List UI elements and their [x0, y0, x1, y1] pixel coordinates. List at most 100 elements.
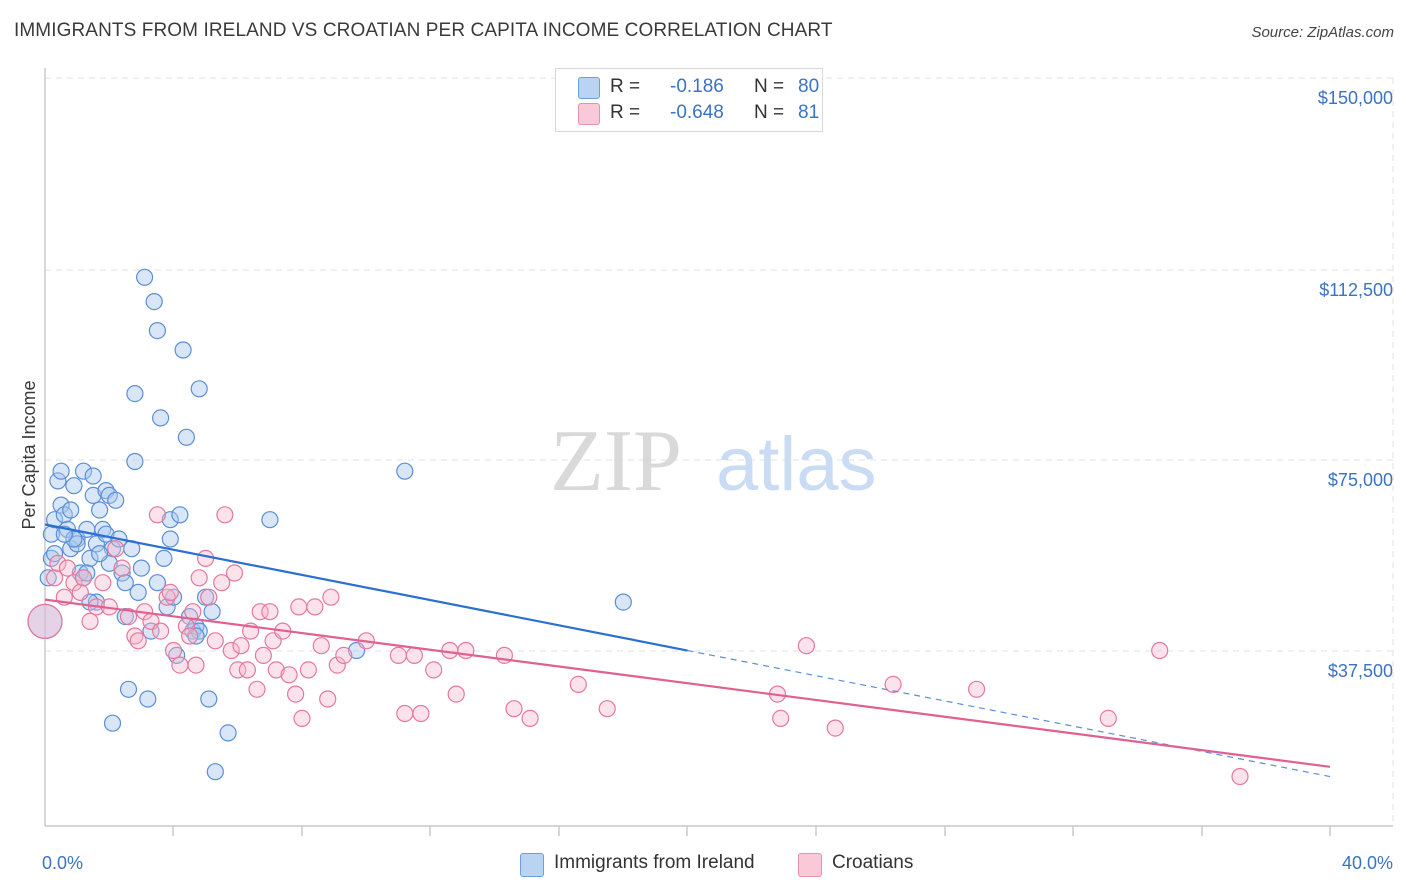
croatians-point: [425, 661, 443, 679]
ireland-point: [136, 268, 154, 286]
ireland-point: [90, 501, 109, 519]
croatians-point: [505, 700, 523, 718]
croatians-point: [251, 603, 269, 621]
ireland-point: [62, 501, 80, 519]
legend-swatch-ireland: [578, 77, 600, 99]
croatians-point: [280, 666, 298, 684]
y-tick-label: $150,000: [1318, 88, 1393, 108]
ireland-point: [148, 574, 166, 592]
croatians-point: [405, 646, 423, 665]
croatians-point: [569, 675, 587, 694]
croatians-point: [287, 685, 305, 703]
croatians-point: [27, 603, 63, 640]
croatians-point: [74, 569, 93, 587]
ireland-point: [103, 714, 122, 732]
ireland-point: [174, 341, 192, 359]
ireland-point: [126, 385, 144, 403]
legend: R = -0.186 N = 80 R = -0.648 N = 81: [555, 68, 823, 132]
croatians-point: [197, 549, 215, 568]
ireland-point: [65, 477, 83, 495]
ireland-point: [107, 491, 125, 509]
croatians-point: [319, 690, 337, 708]
croatians-point: [1231, 767, 1249, 786]
croatians-point: [58, 559, 77, 577]
croatians-point: [1099, 709, 1117, 728]
croatians-point: [222, 641, 240, 660]
series-croatians-points: [27, 506, 1249, 786]
legend-n-value: 80: [798, 76, 820, 97]
croatians-point: [65, 574, 83, 592]
ireland-point: [52, 496, 70, 514]
croatians-point: [229, 661, 247, 679]
ireland-point: [94, 520, 112, 539]
ireland-point: [161, 530, 179, 548]
series-ireland-points: [27, 268, 632, 781]
croatians-point: [113, 559, 131, 577]
ireland-point: [155, 549, 173, 568]
croatians-point: [81, 612, 99, 631]
ireland-point: [152, 409, 170, 427]
ireland-point: [81, 549, 99, 568]
croatians-point: [119, 607, 138, 626]
ireland-point: [49, 472, 67, 490]
y-tick-label: $37,500: [1328, 661, 1393, 681]
ireland-point: [39, 569, 57, 587]
croatians-point: [216, 506, 234, 524]
ireland-point: [177, 428, 195, 446]
croatians-point: [1151, 641, 1169, 660]
croatians-point: [158, 588, 176, 606]
ireland-point: [45, 511, 64, 529]
croatians-point: [129, 632, 147, 650]
ireland-point: [161, 511, 179, 529]
croatians-point: [254, 646, 272, 665]
croatians-point: [126, 627, 144, 645]
y-tick-label: $112,500: [1319, 280, 1393, 300]
croatians-point: [225, 564, 244, 582]
croatians-point: [306, 598, 324, 616]
croatians-point: [71, 583, 89, 602]
ireland-point: [126, 452, 144, 471]
source-label: Source: ZipAtlas.com: [1251, 24, 1394, 41]
ireland-point: [145, 293, 163, 311]
croatians-point: [94, 574, 112, 592]
croatians-point: [826, 719, 844, 737]
ireland-point: [52, 462, 70, 480]
y-tick-label: $75,000: [1328, 470, 1393, 490]
croatians-point: [396, 704, 414, 723]
croatians-point: [171, 656, 189, 674]
croatians-point: [389, 646, 407, 665]
croatians-point: [335, 646, 353, 665]
legend-n-value: 81: [798, 102, 820, 123]
ireland-point: [200, 690, 218, 708]
ireland-point: [164, 588, 183, 606]
ireland-point: [132, 559, 150, 577]
croatians-point: [598, 700, 616, 718]
ireland-point: [396, 462, 414, 480]
croatians-point: [232, 637, 250, 655]
ireland-point: [74, 462, 93, 480]
bottom-legend-label-croatians: Croatians: [832, 852, 914, 873]
ireland-point: [142, 622, 160, 640]
x-tick-labels: 0.0% 40.0%: [42, 853, 1393, 873]
croatians-point: [884, 675, 902, 694]
croatians-point: [107, 540, 125, 558]
ireland-point: [119, 680, 138, 698]
croatians-point: [328, 656, 346, 674]
legend-swatch-croatians: [578, 103, 600, 125]
legend-n-label: N =: [754, 76, 785, 97]
croatians-point: [213, 574, 231, 592]
ireland-point: [614, 593, 632, 611]
ireland-point: [219, 724, 237, 742]
ireland-point: [139, 690, 157, 708]
chart-title: IMMIGRANTS FROM IRELAND VS CROATIAN PER …: [14, 20, 833, 41]
croatians-point: [312, 637, 330, 655]
ireland-point: [206, 763, 224, 781]
ireland-point: [45, 544, 64, 563]
ireland-point: [261, 511, 279, 529]
legend-r-label: R =: [610, 102, 641, 123]
x-tick-label: 40.0%: [1342, 853, 1393, 873]
croatians-point: [238, 661, 256, 679]
watermark-atlas: atlas: [716, 422, 877, 507]
croatians-point: [45, 569, 64, 587]
